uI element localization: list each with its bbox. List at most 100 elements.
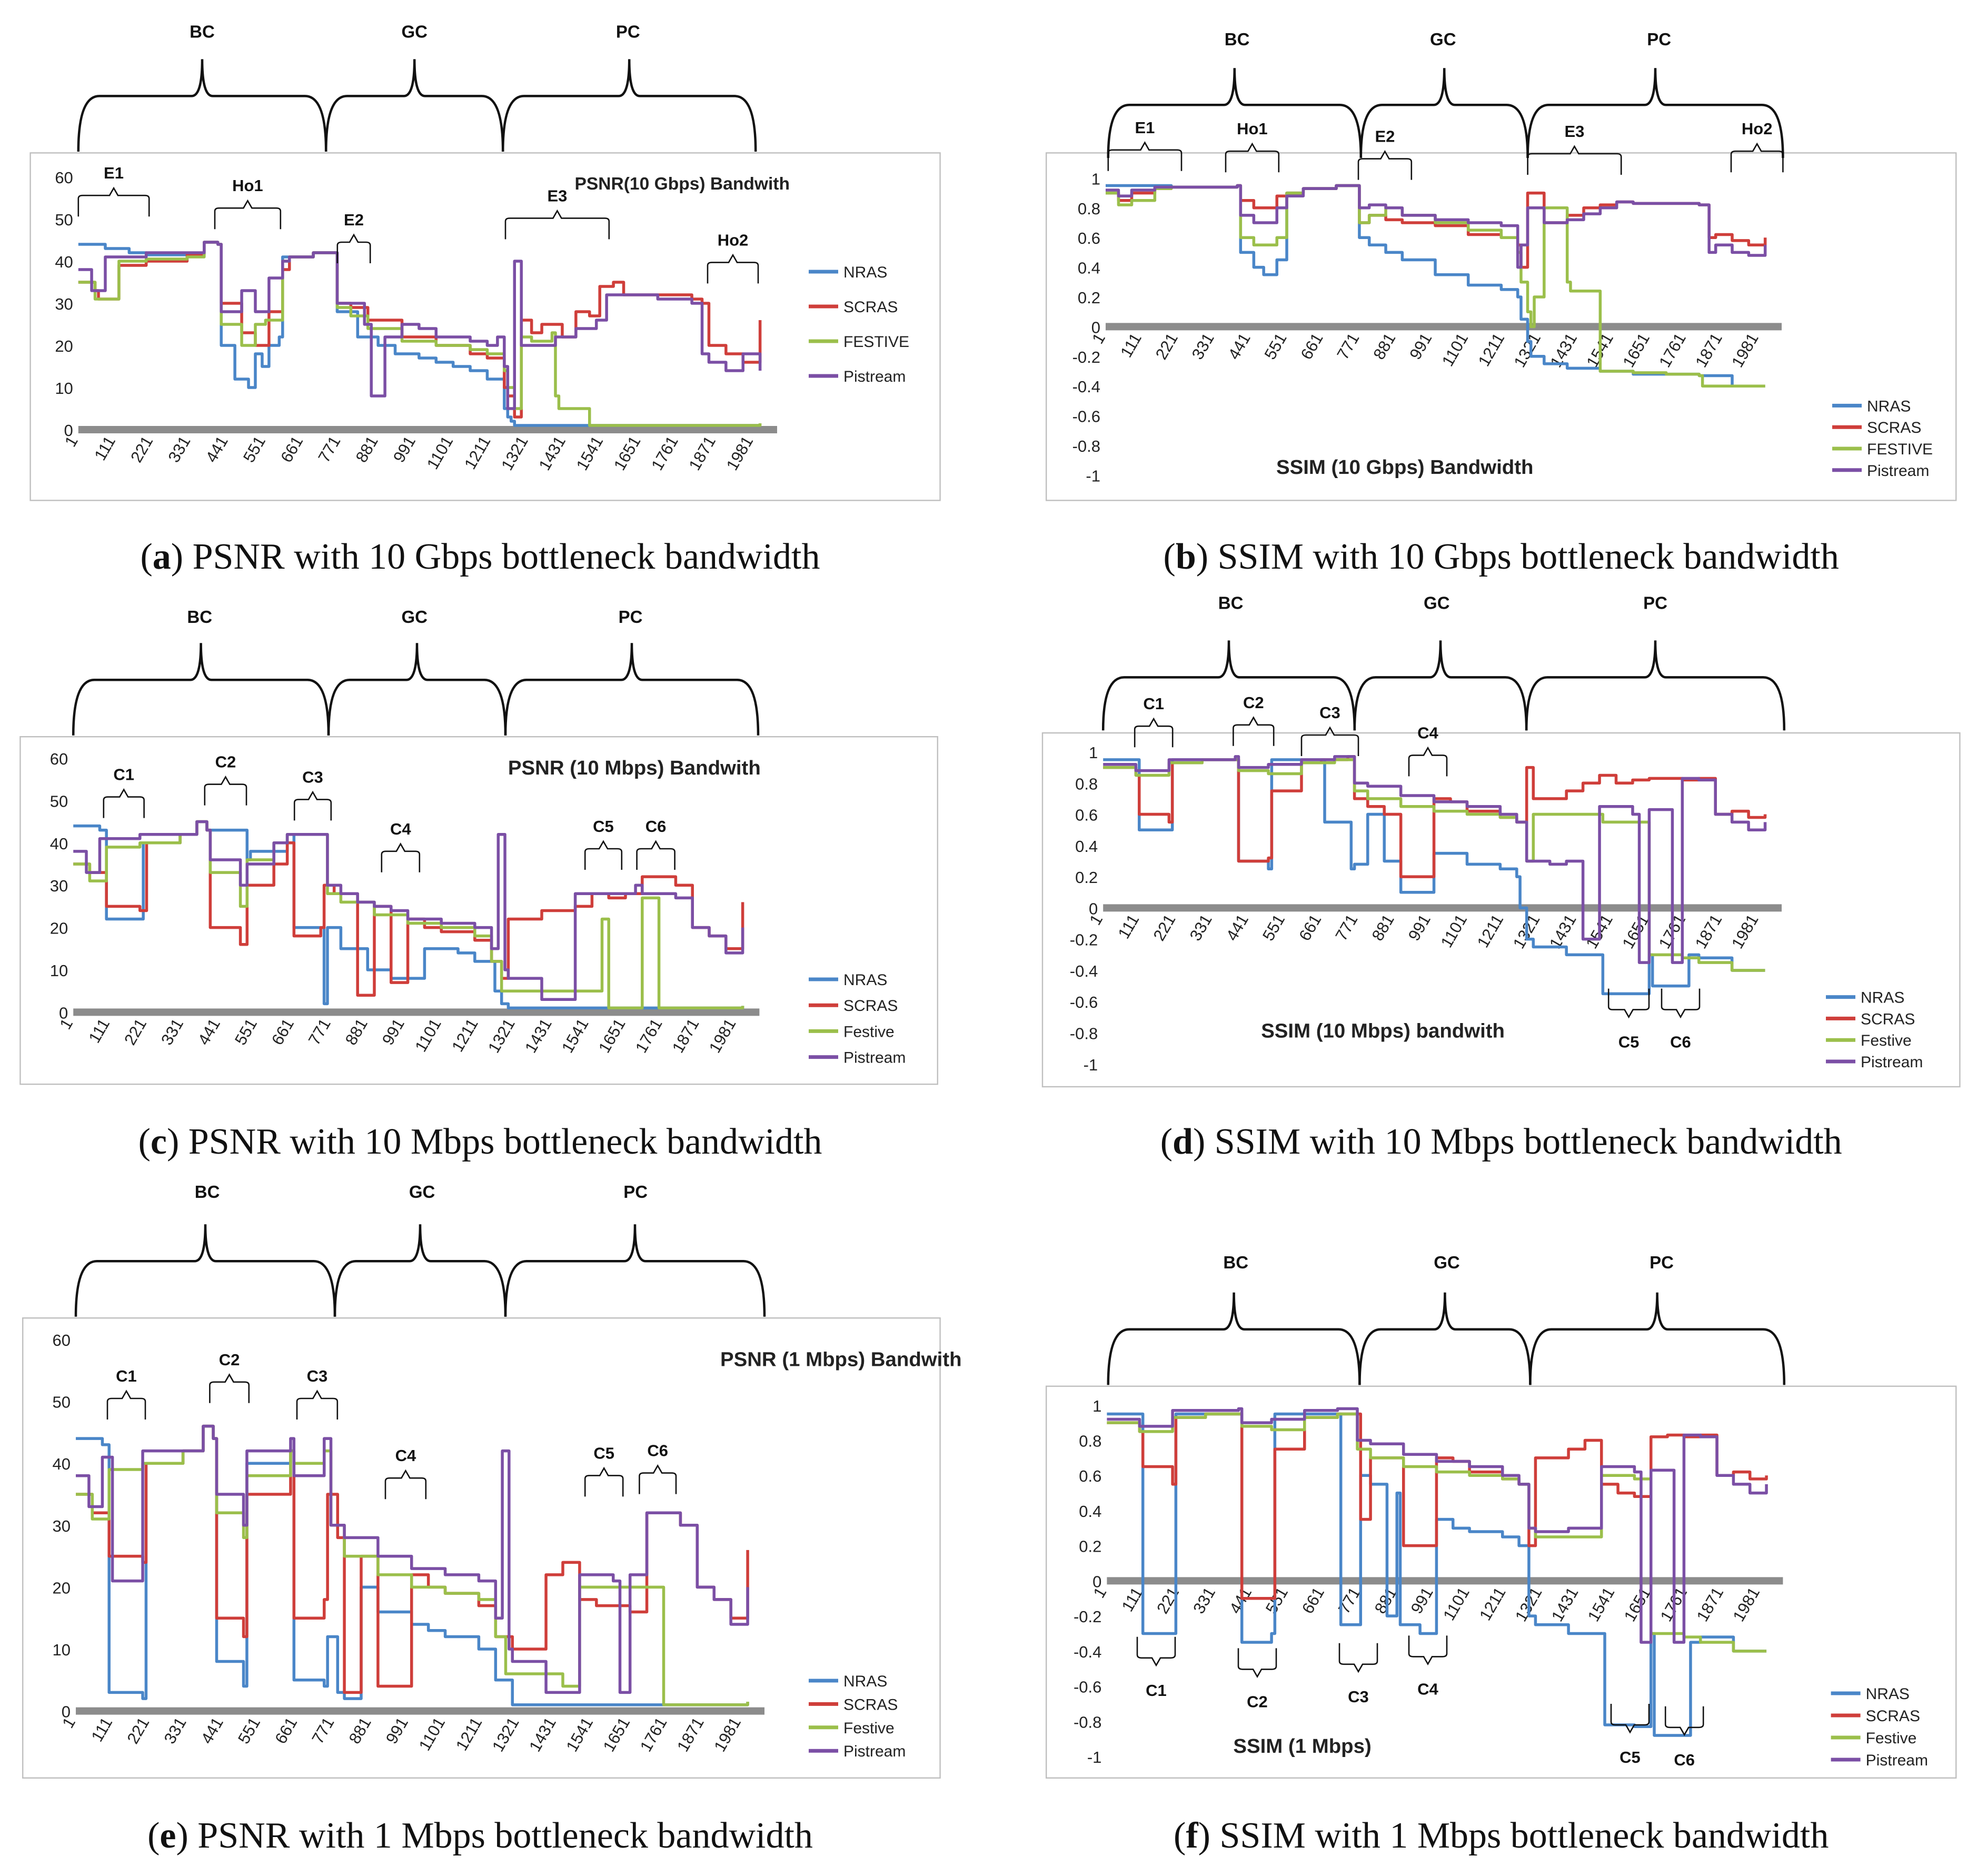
y-tick-label: 0 — [62, 1703, 71, 1721]
legend-label: SCRAS — [843, 997, 898, 1015]
chart-title: PSNR (10 Mbps) Bandwith — [508, 757, 761, 779]
group-label: GC — [401, 607, 428, 627]
legend-label: Festive — [1861, 1032, 1912, 1049]
annotation-label: E1 — [1135, 118, 1155, 137]
y-tick-label: 0 — [1089, 899, 1098, 918]
annotation-label: E2 — [344, 211, 364, 229]
annotation-bracket — [384, 1469, 427, 1500]
plot-frame — [19, 736, 939, 1085]
group-brace — [1358, 1292, 1532, 1385]
annotation-bracket — [293, 790, 332, 821]
y-tick-label: 40 — [50, 835, 68, 853]
legend-label: SCRAS — [843, 299, 898, 316]
annotation-label: C6 — [1674, 1751, 1695, 1769]
y-tick-label: -0.8 — [1072, 437, 1100, 455]
group-label: PC — [623, 1182, 648, 1202]
legend-label: Pistream — [843, 1049, 906, 1067]
chart-title: SSIM (1 Mbps) — [1233, 1735, 1371, 1758]
figure-caption: (c) PSNR with 10 Mbps bottleneck bandwid… — [138, 1121, 822, 1162]
series-line-pistream — [1106, 184, 1767, 269]
legend-label: Pistream — [1867, 462, 1929, 480]
chart-title: PSNR (1 Mbps) Bandwith — [720, 1348, 962, 1371]
group-brace — [72, 643, 330, 736]
legend-label: NRAS — [843, 264, 887, 281]
group-brace — [1353, 640, 1528, 731]
y-tick-label: -0.8 — [1074, 1713, 1101, 1731]
y-tick-label: 0.4 — [1075, 837, 1098, 856]
group-brace — [333, 1224, 507, 1317]
annotation-bracket — [209, 1373, 250, 1403]
chart-title: SSIM (10 Mbps) bandwith — [1261, 1019, 1505, 1042]
group-brace — [1107, 68, 1363, 158]
annotation-bracket — [639, 1464, 677, 1494]
annotation-bracket — [1408, 746, 1448, 777]
y-tick-label: 0 — [1092, 1572, 1101, 1591]
annotation-label: E3 — [547, 186, 567, 205]
legend-label: Pistream — [1861, 1054, 1923, 1071]
annotation-label: C6 — [1670, 1033, 1691, 1051]
y-tick-label: -0.4 — [1070, 962, 1098, 980]
annotation-bracket — [77, 186, 150, 217]
annotation-label: C5 — [593, 817, 614, 836]
annotation-label: Ho1 — [1237, 120, 1268, 138]
annotation-label: E2 — [1375, 127, 1395, 146]
annotation-bracket — [1338, 1643, 1378, 1673]
group-label: BC — [1218, 593, 1244, 612]
legend-label: Pistream — [1866, 1752, 1928, 1769]
caption-text: PSNR with 10 Gbps bottleneck bandwidth — [193, 537, 820, 577]
annotation-label: C6 — [645, 817, 667, 836]
y-tick-label: 30 — [55, 295, 73, 313]
y-tick-label: -0.8 — [1070, 1025, 1098, 1043]
y-tick-label: -1 — [1084, 1056, 1098, 1074]
y-tick-label: 50 — [53, 1393, 71, 1412]
y-tick-label: 10 — [50, 961, 68, 980]
plot-frame — [22, 1317, 941, 1779]
caption-letter: f — [1186, 1815, 1198, 1856]
y-tick-label: 0.4 — [1078, 259, 1100, 277]
annotation-bracket — [1300, 726, 1359, 756]
legend-label: NRAS — [843, 1673, 887, 1690]
y-tick-label: 10 — [55, 379, 73, 398]
group-brace — [504, 643, 760, 736]
annotation-bracket — [1664, 1706, 1704, 1736]
chart-panel-f: -1-0.8-0.6-0.4-0.200.20.40.60.811 111 221 3… — [1045, 1253, 1957, 1856]
annotation-label: C1 — [113, 766, 134, 784]
y-tick-label: -0.2 — [1070, 931, 1098, 949]
annotation-bracket — [1134, 717, 1174, 748]
group-label: PC — [619, 607, 643, 627]
caption-text: SSIM with 10 Mbps bottleneck bandwidth — [1215, 1121, 1842, 1162]
legend-label: FESTIVE — [843, 333, 909, 351]
legend-label: NRAS — [1861, 989, 1904, 1007]
y-tick-label: -0.6 — [1074, 1678, 1101, 1696]
y-tick-label: 0.2 — [1078, 289, 1100, 307]
y-tick-label: -1 — [1087, 1748, 1102, 1766]
group-label: PC — [1647, 29, 1671, 49]
y-tick-label: -1 — [1086, 466, 1100, 485]
annotation-bracket — [636, 840, 675, 870]
annotation-bracket — [1357, 150, 1413, 180]
group-brace — [77, 59, 327, 152]
y-tick-label: 0.6 — [1078, 229, 1100, 247]
y-tick-label: 60 — [50, 750, 68, 768]
legend-label: SCRAS — [1867, 419, 1921, 436]
annotation-label: C2 — [219, 1351, 240, 1369]
y-tick-label: 0.8 — [1078, 200, 1100, 218]
annotation-label: Ho2 — [1742, 120, 1773, 138]
group-label: BC — [1223, 1253, 1248, 1272]
y-tick-label: 20 — [53, 1579, 71, 1597]
group-label: GC — [409, 1182, 435, 1202]
annotation-bracket — [1408, 1635, 1448, 1666]
y-tick-label: 0 — [1091, 318, 1100, 336]
annotation-bracket — [1225, 142, 1280, 173]
group-label: PC — [1650, 1253, 1674, 1272]
group-label: BC — [187, 607, 212, 627]
annotation-bracket — [1233, 716, 1275, 746]
annotation-label: C5 — [593, 1444, 614, 1462]
group-brace — [1526, 68, 1784, 158]
legend-label: Pistream — [843, 1743, 906, 1760]
group-label: BC — [190, 22, 215, 42]
caption-text: SSIM with 10 Gbps bottleneck bandwidth — [1218, 537, 1839, 577]
series-line-pistream — [78, 241, 762, 410]
